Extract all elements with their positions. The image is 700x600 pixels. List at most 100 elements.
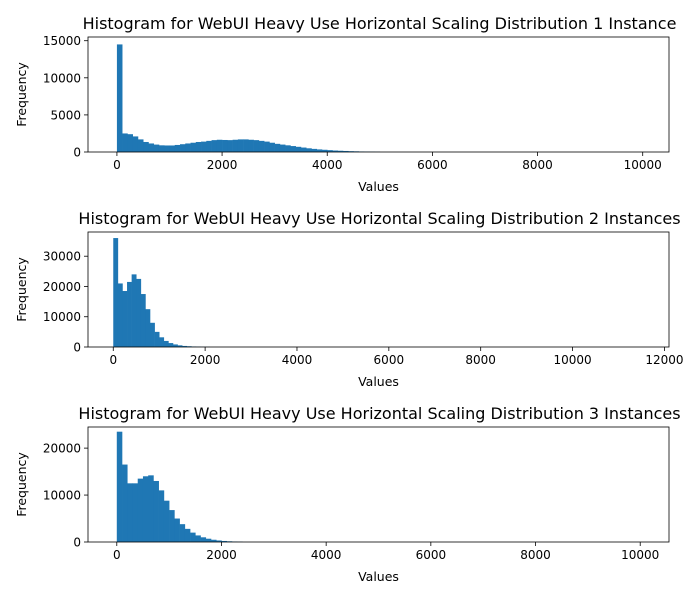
histogram-bar <box>184 528 191 542</box>
y-tick-label: 0 <box>73 536 81 550</box>
histogram-bar <box>290 146 296 152</box>
histogram-bar <box>222 139 228 152</box>
histogram-bar <box>348 151 354 152</box>
histogram-bar <box>201 141 207 152</box>
histogram-bar <box>145 309 151 347</box>
histogram-bar <box>140 294 146 347</box>
histogram-bar <box>232 139 239 152</box>
histogram-bar <box>177 345 183 347</box>
axes-frame <box>87 426 670 543</box>
histogram-bar <box>163 340 169 347</box>
x-tick-label: 4000 <box>282 353 313 367</box>
histogram-bar <box>143 141 149 152</box>
x-tick-label: 8000 <box>465 353 496 367</box>
histogram-bar <box>169 510 175 542</box>
y-tick-label: 0 <box>73 146 81 160</box>
histogram-bar <box>168 343 174 347</box>
histogram-bar <box>343 150 349 152</box>
histogram-bar <box>131 274 137 347</box>
histogram-bar <box>148 475 154 542</box>
histogram-bar <box>159 337 165 347</box>
y-axis-label: Frequency <box>14 452 29 517</box>
axes-frame <box>87 231 670 348</box>
histogram-bar <box>258 140 265 152</box>
x-tick-label: 0 <box>113 548 121 562</box>
x-tick-label: 0 <box>109 353 117 367</box>
histogram-bar <box>127 134 133 152</box>
histogram-bar <box>295 146 302 152</box>
histogram-bar <box>248 139 254 152</box>
y-tick-label: 15000 <box>43 34 81 48</box>
x-tick-label: 8000 <box>522 158 553 172</box>
x-tick-label: 2000 <box>206 548 237 562</box>
x-tick-label: 10000 <box>553 353 591 367</box>
histogram-bar <box>237 139 244 152</box>
x-tick-label: 2000 <box>190 353 221 367</box>
histogram-bar <box>122 133 128 152</box>
x-tick-label: 10000 <box>624 158 662 172</box>
histogram-bar <box>316 149 323 152</box>
histogram-bar <box>158 490 165 542</box>
x-axis-label: Values <box>358 569 399 584</box>
y-tick-label: 20000 <box>43 442 81 456</box>
x-tick-label: 0 <box>113 158 121 172</box>
histogram-bar <box>221 540 228 542</box>
x-tick-label: 10000 <box>621 548 659 562</box>
histogram-bar <box>122 291 128 347</box>
histogram-bar <box>311 148 318 152</box>
histogram-bar <box>337 150 344 152</box>
y-axis-label: Frequency <box>14 62 29 127</box>
subplot-2: 0 2000 4000 6000 8000 10000 12000 0 10000 20000 30… <box>14 209 684 389</box>
histogram-bar <box>142 476 149 542</box>
histogram-bar <box>321 149 328 152</box>
histogram-bar <box>137 478 144 542</box>
x-tick-label: 4000 <box>312 158 343 172</box>
histogram-bar <box>279 144 286 152</box>
subplot-3: 0 2000 4000 6000 8000 10000 0 10000 20000 Histogr… <box>14 404 681 584</box>
histogram-bar <box>117 283 123 347</box>
histogram-bar <box>148 143 155 152</box>
chart-title: Histogram for WebUI Heavy Use Horizontal… <box>78 404 680 423</box>
histogram-bar <box>116 44 123 152</box>
histogram-bar <box>164 145 170 152</box>
y-tick-label: 0 <box>73 341 81 355</box>
histogram-bar <box>150 322 155 347</box>
y-tick-label: 10000 <box>43 310 81 324</box>
histogram-bar <box>306 148 312 152</box>
chart-title: Histogram for WebUI Heavy Use Horizontal… <box>78 209 680 228</box>
histogram-bar <box>216 540 222 542</box>
x-tick-label: 12000 <box>645 353 683 367</box>
histogram-bar <box>243 139 249 152</box>
histogram-bar <box>211 140 218 152</box>
histogram-bar <box>132 136 139 152</box>
histogram-bar <box>122 464 128 542</box>
histogram-bar <box>211 539 217 542</box>
histogram-bar <box>132 483 139 542</box>
histogram-bar <box>127 483 133 542</box>
histogram-bar <box>153 144 160 152</box>
histogram-bar <box>153 480 159 542</box>
histogram-bar <box>174 144 181 152</box>
histogram-bar <box>179 524 186 542</box>
histogram-bar <box>200 537 207 542</box>
x-axis-label: Values <box>358 179 399 194</box>
y-tick-label: 30000 <box>43 250 81 264</box>
histogram-bar <box>116 431 123 542</box>
x-tick-label: 6000 <box>416 548 447 562</box>
histogram-bar <box>127 281 132 347</box>
histogram-bar <box>264 141 270 152</box>
x-tick-label: 8000 <box>520 548 551 562</box>
x-tick-label: 4000 <box>311 548 342 562</box>
x-tick-label: 6000 <box>417 158 448 172</box>
y-tick-label: 10000 <box>43 489 81 503</box>
histogram-bar <box>137 139 144 152</box>
histogram-bar <box>190 532 196 542</box>
histogram-bar <box>136 278 142 347</box>
histogram-bar <box>169 145 176 152</box>
y-axis-label: Frequency <box>14 257 29 322</box>
y-tick-label: 20000 <box>43 280 81 294</box>
histogram-bar <box>269 142 275 152</box>
histogram-bar <box>206 140 212 152</box>
histogram-bar <box>180 144 186 152</box>
